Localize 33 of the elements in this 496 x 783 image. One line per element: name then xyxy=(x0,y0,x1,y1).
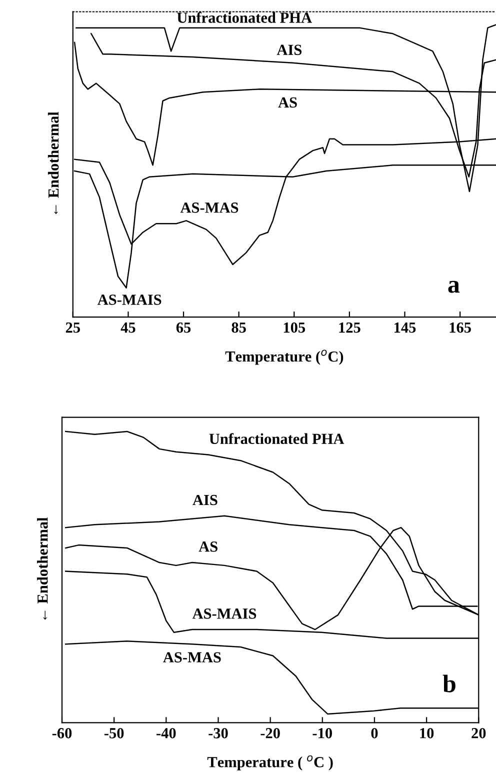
annotation: b xyxy=(442,674,456,692)
series-label: AS-MAS xyxy=(180,202,238,213)
series-label: AS-MAS xyxy=(163,652,221,662)
x-tick-label: -10 xyxy=(312,728,332,738)
series-label: AS xyxy=(198,542,218,552)
x-tick-label: 0 xyxy=(371,728,378,738)
x-axis-title: Temperature ( $^{o}$C ) xyxy=(207,755,333,770)
x-tick-label: 65 xyxy=(176,322,191,333)
x-tick-label: -40 xyxy=(156,728,176,738)
x-axis-title: Temperature ($^{o}$C) xyxy=(225,350,344,365)
x-tick-label: -50 xyxy=(104,728,124,738)
series-label: Unfractionated PHA xyxy=(177,12,312,23)
x-tick-label: -60 xyxy=(52,728,72,738)
x-tick-label: 10 xyxy=(420,728,434,738)
series-label: AIS xyxy=(192,494,218,506)
series-label: AS-MAIS xyxy=(97,294,162,305)
x-tick-label: 125 xyxy=(339,322,360,333)
x-tick-label: 165 xyxy=(450,322,471,333)
annotation: a xyxy=(448,280,460,293)
series-label: AS xyxy=(278,97,297,108)
x-tick-label: 45 xyxy=(120,322,136,333)
x-tick-label: 145 xyxy=(394,322,416,333)
x-tick-label: -20 xyxy=(260,728,280,738)
y-axis-title: ← Endothermal xyxy=(48,112,59,214)
y-axis-title: ← Endothermal xyxy=(37,517,48,620)
x-tick-label: -30 xyxy=(208,728,228,738)
x-tick-label: 20 xyxy=(472,728,486,738)
series-label: AS-MAIS xyxy=(192,608,256,619)
series-label: Unfractionated PHA xyxy=(209,433,344,444)
x-tick-label: 85 xyxy=(232,322,246,333)
x-tick-label: 105 xyxy=(284,322,306,333)
series-label: AIS xyxy=(276,44,302,56)
x-tick-label: 25 xyxy=(66,322,80,333)
